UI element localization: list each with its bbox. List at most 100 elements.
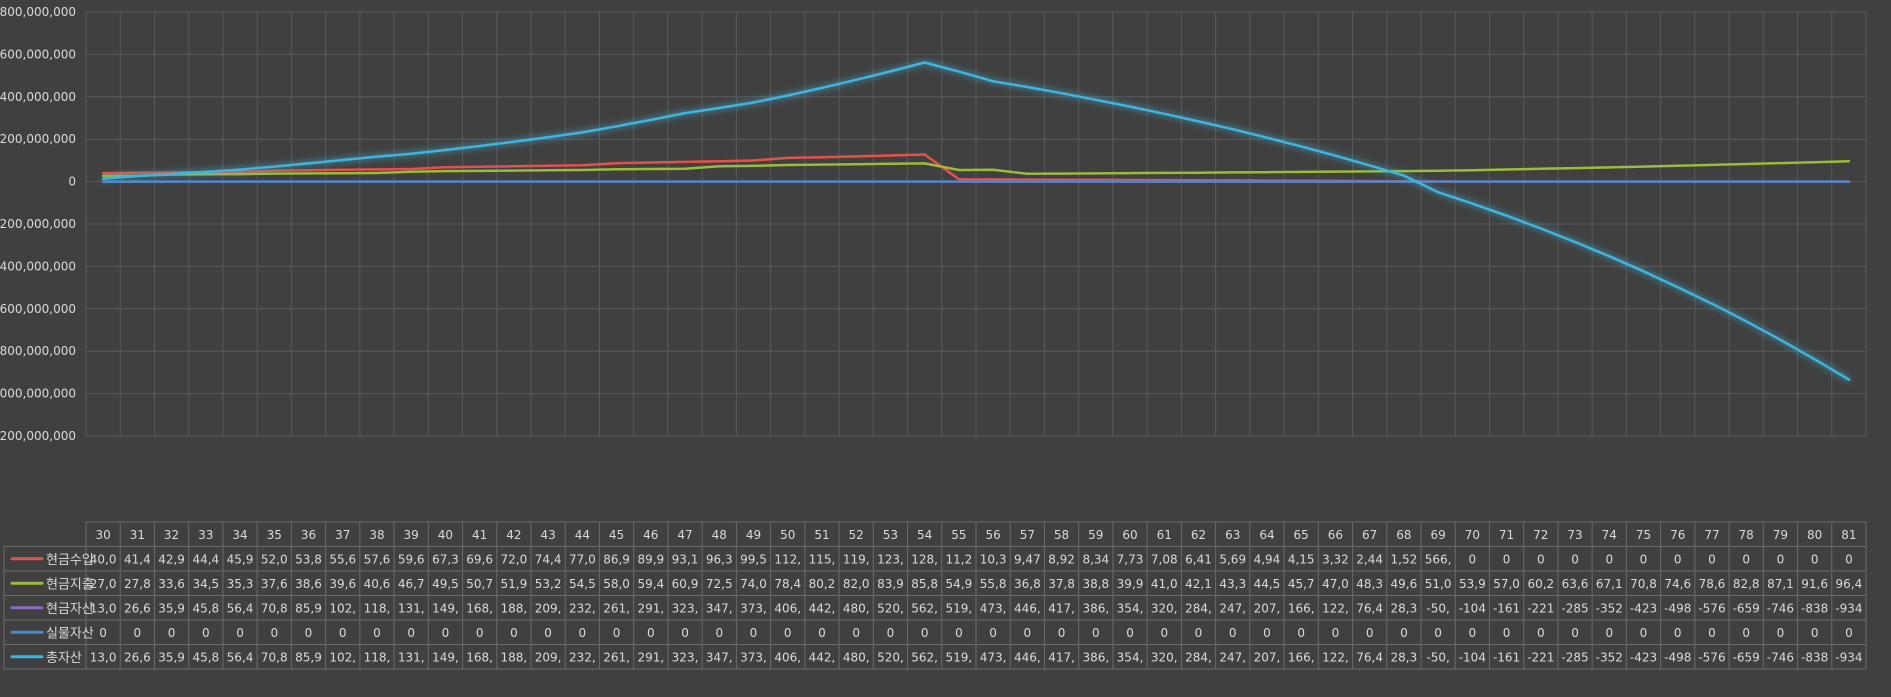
table-cell: 45,7 (1288, 577, 1315, 591)
table-cell: 0 (99, 626, 107, 640)
table-cell: 91,6 (1801, 577, 1828, 591)
table-cell: 0 (715, 626, 723, 640)
table-cell: 53,9 (1459, 577, 1486, 591)
table-cell: 0 (305, 626, 313, 640)
x-tick-label: 74 (1602, 528, 1617, 542)
table-cell: 93,1 (672, 552, 699, 566)
table-cell: 373, (740, 601, 767, 615)
x-tick-label: 70 (1465, 528, 1480, 542)
table-cell: 0 (1092, 626, 1100, 640)
table-cell: 232, (569, 650, 596, 664)
table-cell: 54,9 (946, 577, 973, 591)
table-cell: 166, (1288, 650, 1315, 664)
x-tick-label: 63 (1225, 528, 1240, 542)
table-cell: -498 (1664, 601, 1691, 615)
table-cell: 63,6 (1562, 577, 1589, 591)
y-tick-label: -400,000,000 (0, 259, 76, 273)
table-cell: 209, (535, 650, 562, 664)
table-cell: 6,41 (1185, 552, 1212, 566)
x-tick-label: 36 (301, 528, 316, 542)
table-cell: 48,3 (1356, 577, 1383, 591)
table-cell: 40,0 (90, 552, 117, 566)
table-cell: 60,9 (672, 577, 699, 591)
table-cell: 82,0 (843, 577, 870, 591)
series-line-4 (101, 61, 1851, 381)
table-cell: 42,1 (1185, 577, 1212, 591)
table-cell: -498 (1664, 650, 1691, 664)
table-cell: 209, (535, 601, 562, 615)
table-cell: 562, (911, 650, 938, 664)
table-cell: 43,3 (1219, 577, 1246, 591)
table-cell: 35,3 (227, 577, 254, 591)
table-cell: 417, (1048, 601, 1075, 615)
table-cell: 0 (1605, 552, 1613, 566)
table-cell: 0 (1674, 552, 1682, 566)
table-cell: 28,3 (1391, 601, 1418, 615)
x-tick-label: 34 (232, 528, 247, 542)
x-tick-label: 55 (951, 528, 966, 542)
table-cell: 0 (1845, 626, 1853, 640)
table-cell: 13,0 (90, 601, 117, 615)
x-tick-label: 59 (1088, 528, 1103, 542)
table-cell: -285 (1561, 601, 1588, 615)
table-cell: 562, (911, 601, 938, 615)
table-cell: 0 (818, 626, 826, 640)
y-tick-label: 200,000,000 (0, 132, 76, 146)
table-cell: -746 (1767, 650, 1794, 664)
table-cell: 34,5 (192, 577, 219, 591)
table-cell: 320, (1151, 650, 1178, 664)
table-cell: 10,3 (980, 552, 1007, 566)
table-cell: 53,8 (295, 552, 322, 566)
table-cell: 118, (364, 650, 391, 664)
table-cell: 261, (603, 650, 630, 664)
table-cell: 406, (774, 601, 801, 615)
x-tick-label: 57 (1020, 528, 1035, 542)
table-cell: 45,9 (227, 552, 254, 566)
table-cell: 0 (1605, 626, 1613, 640)
table-cell: 0 (1469, 552, 1477, 566)
x-tick-label: 73 (1567, 528, 1582, 542)
x-tick-label: 41 (472, 528, 487, 542)
table-cell: 8,92 (1048, 552, 1075, 566)
y-tick-label: -200,000,000 (0, 217, 76, 231)
table-cell: 3,32 (1322, 552, 1349, 566)
x-tick-label: 58 (1054, 528, 1069, 542)
x-tick-label: 46 (643, 528, 658, 542)
table-cell: 4,94 (1254, 552, 1281, 566)
x-tick-label: 35 (267, 528, 282, 542)
y-tick-label: 800,000,000 (0, 5, 76, 19)
table-cell: 0 (1469, 626, 1477, 640)
y-tick-label: -800,000,000 (0, 344, 76, 358)
table-cell: 347, (706, 601, 733, 615)
table-cell: 70,8 (261, 601, 288, 615)
table-cell: -423 (1630, 650, 1657, 664)
table-cell: 67,3 (432, 552, 459, 566)
x-tick-label: 65 (1294, 528, 1309, 542)
table-cell: 0 (1811, 552, 1819, 566)
x-tick-label: 56 (985, 528, 1000, 542)
table-cell: 168, (466, 650, 493, 664)
table-cell: 0 (373, 626, 381, 640)
table-cell: 60,2 (1527, 577, 1554, 591)
table-cell: 52,0 (261, 552, 288, 566)
table-cell: 45,8 (192, 601, 219, 615)
table-cell: 519, (946, 601, 973, 615)
table-cell: 0 (921, 626, 929, 640)
table-cell: 0 (887, 626, 895, 640)
table-cell: 207, (1254, 650, 1281, 664)
table-cell: 74,4 (535, 552, 562, 566)
x-tick-label: 49 (746, 528, 761, 542)
table-cell: 11,2 (946, 552, 973, 566)
table-cell: 39,6 (329, 577, 356, 591)
table-cell: 72,0 (501, 552, 528, 566)
x-tick-label: 75 (1636, 528, 1651, 542)
table-cell: 0 (168, 626, 176, 640)
table-cell: 0 (1503, 626, 1511, 640)
table-cell: 49,6 (1391, 577, 1418, 591)
table-cell: 76,4 (1356, 601, 1383, 615)
table-cell: 118, (364, 601, 391, 615)
table-cell: 8,34 (1082, 552, 1109, 566)
table-cell: 45,8 (192, 650, 219, 664)
table-cell: 373, (740, 650, 767, 664)
table-cell: 72,5 (706, 577, 733, 591)
